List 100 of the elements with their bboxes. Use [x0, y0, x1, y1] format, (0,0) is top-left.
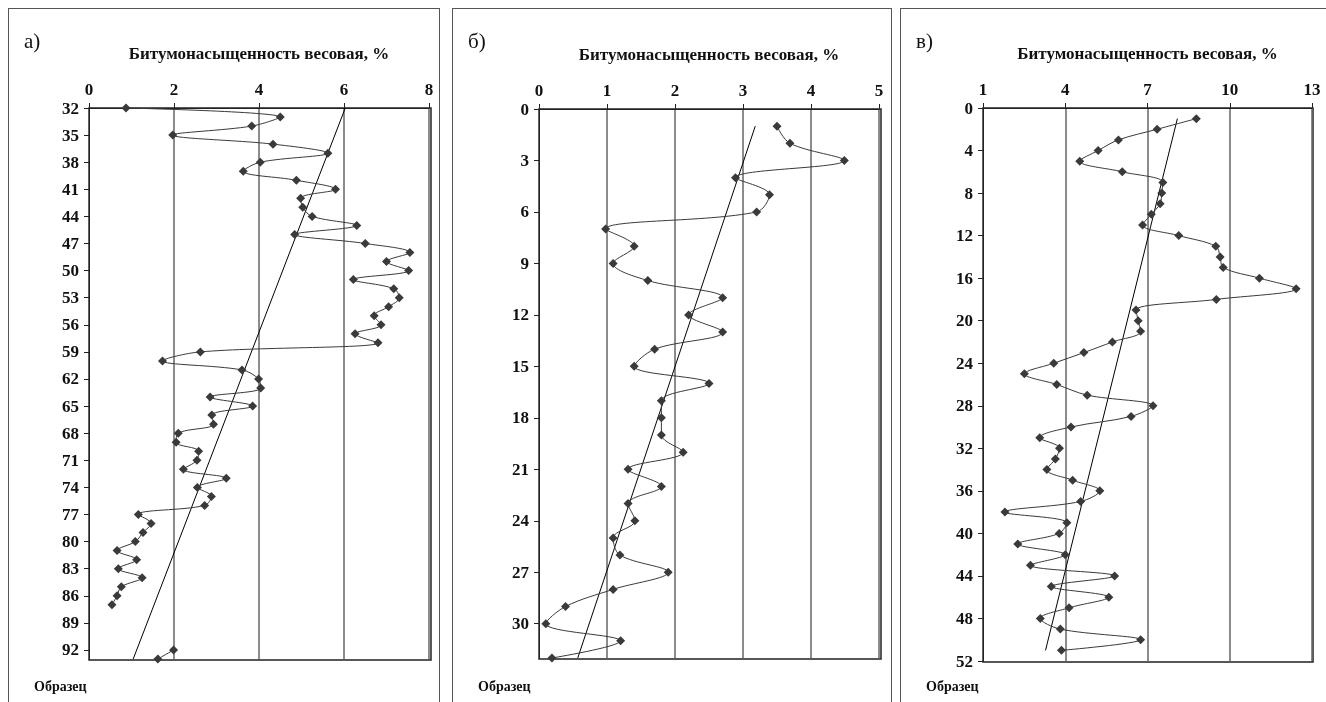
point — [307, 211, 317, 221]
point — [373, 338, 383, 348]
point — [752, 207, 762, 217]
point — [1152, 124, 1162, 134]
point — [153, 654, 163, 664]
y-tick-label: 38 — [62, 152, 79, 172]
y-axis-title: Образец — [926, 678, 979, 694]
point — [1025, 560, 1035, 570]
point — [138, 528, 148, 538]
point — [256, 383, 266, 393]
y-tick-label: 59 — [62, 342, 79, 362]
point — [376, 320, 386, 330]
point — [541, 619, 551, 629]
point — [1060, 550, 1070, 560]
point — [298, 202, 308, 212]
point — [656, 396, 666, 406]
point — [718, 293, 728, 303]
point — [384, 302, 394, 312]
y-tick-label: 3 — [520, 150, 529, 170]
y-tick-label: 41 — [62, 179, 79, 199]
y-tick-label: 28 — [956, 396, 973, 416]
point — [113, 564, 123, 574]
point — [206, 491, 216, 501]
point — [608, 533, 618, 543]
y-tick-label: 27 — [512, 562, 530, 582]
point — [1019, 369, 1029, 379]
point — [1076, 496, 1086, 506]
point — [656, 481, 666, 491]
point — [200, 500, 210, 510]
point — [1052, 380, 1062, 389]
point — [1055, 624, 1065, 634]
point — [132, 555, 142, 565]
y-tick-label: 6 — [520, 202, 529, 222]
y-tick-label: 74 — [62, 477, 80, 497]
y-tick-label: 24 — [956, 353, 974, 373]
point — [1110, 571, 1120, 581]
point — [1000, 507, 1010, 517]
point — [133, 509, 143, 519]
point — [1113, 135, 1123, 145]
point — [1133, 316, 1143, 326]
point — [623, 499, 633, 509]
y-tick-label: 44 — [62, 206, 80, 226]
point — [1075, 156, 1085, 166]
point — [656, 430, 666, 440]
point — [178, 464, 188, 474]
y-tick-label: 89 — [62, 613, 79, 633]
point — [1174, 231, 1184, 241]
point — [169, 645, 179, 655]
point — [643, 276, 653, 286]
point — [1136, 635, 1146, 645]
point — [290, 229, 300, 239]
point — [331, 184, 340, 194]
y-tick-label: 62 — [62, 369, 79, 389]
y-tick-label: 65 — [62, 396, 79, 416]
point — [194, 446, 204, 456]
point — [247, 121, 257, 131]
y-tick-label: 48 — [956, 608, 973, 628]
point — [1062, 518, 1072, 528]
point — [195, 347, 205, 357]
point — [1254, 273, 1264, 283]
point — [1215, 252, 1225, 262]
y-tick-label: 12 — [512, 305, 529, 325]
y-tick-label: 86 — [62, 586, 79, 606]
point — [1131, 305, 1141, 315]
point — [1066, 422, 1076, 432]
point — [268, 139, 278, 149]
point — [1056, 645, 1066, 655]
point — [1157, 188, 1167, 198]
point — [629, 241, 639, 251]
point — [1211, 241, 1221, 251]
y-tick-label: 24 — [512, 511, 530, 531]
point — [348, 275, 358, 285]
x-tick-label: 1 — [602, 81, 612, 100]
point — [168, 130, 178, 140]
point — [1035, 433, 1045, 443]
point — [382, 257, 391, 267]
point — [237, 365, 247, 375]
y-tick-label: 56 — [62, 315, 79, 335]
point — [291, 175, 301, 185]
point — [765, 190, 775, 200]
point — [1146, 209, 1156, 219]
x-tick-label: 2 — [169, 80, 179, 99]
point — [207, 410, 217, 420]
y-tick-label: 30 — [512, 614, 529, 634]
chart-title: в) — [916, 28, 933, 53]
point — [1035, 613, 1045, 623]
point — [275, 112, 285, 122]
point — [389, 284, 399, 294]
point — [1291, 284, 1301, 294]
point — [255, 157, 265, 167]
point — [1158, 177, 1168, 187]
point — [221, 473, 231, 483]
y-tick-label: 0 — [520, 99, 529, 119]
y-tick-label: 8 — [964, 183, 973, 203]
point — [615, 550, 625, 560]
x-tick-label: 6 — [339, 80, 349, 99]
point — [1054, 528, 1064, 538]
y-tick-label: 40 — [956, 523, 973, 543]
x-tick-label: 1 — [978, 80, 988, 99]
point — [1050, 454, 1060, 464]
